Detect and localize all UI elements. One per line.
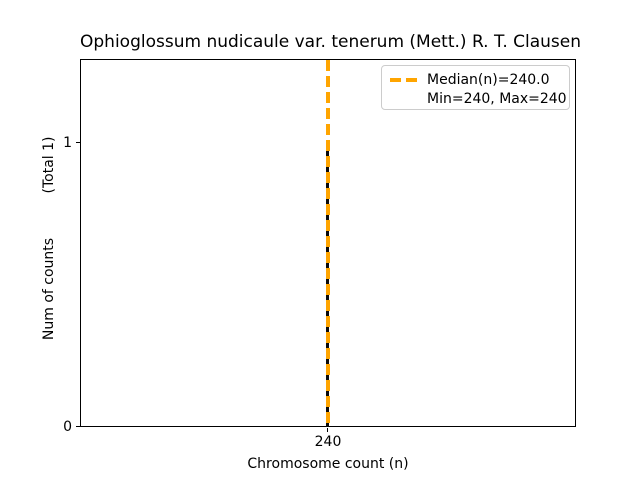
- legend-median-label: Median(n)=240.0: [427, 71, 550, 88]
- median-dash-icon: [390, 77, 417, 82]
- legend-minmax-entry: Min=240, Max=240: [390, 89, 567, 108]
- y-axis-total-label: (Total 1): [41, 136, 57, 194]
- median-dashed-line: [326, 60, 330, 427]
- x-axis-label: Chromosome count (n): [247, 456, 409, 472]
- y-tick-mark-1: [76, 142, 80, 143]
- legend-median-entry: Median(n)=240.0: [390, 70, 561, 89]
- chart-title: Ophioglossum nudicaule var. tenerum (Met…: [80, 32, 582, 52]
- y-tick-mark-0: [76, 426, 80, 427]
- legend: Median(n)=240.0 Min=240, Max=240: [381, 65, 570, 110]
- y-tick-label-1: 1: [63, 135, 72, 151]
- y-tick-label-0: 0: [63, 419, 72, 435]
- x-tick-label-240: 240: [314, 434, 342, 450]
- legend-minmax-label: Min=240, Max=240: [427, 90, 567, 107]
- x-tick-mark-240: [327, 428, 328, 432]
- y-axis-label: Num of counts: [41, 237, 57, 341]
